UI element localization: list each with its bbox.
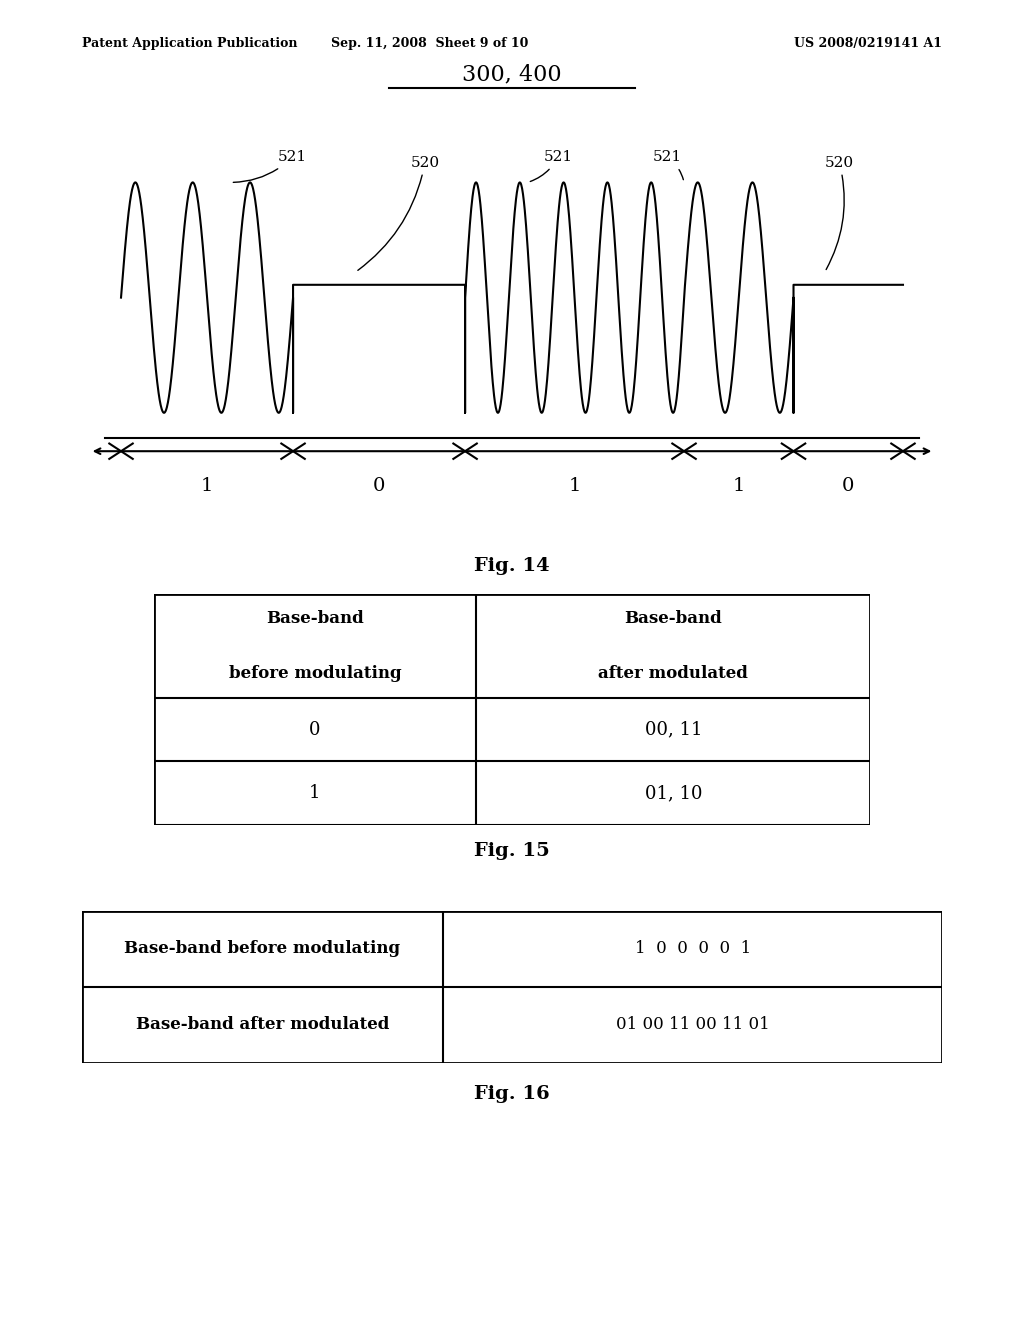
Text: Fig. 15: Fig. 15 xyxy=(474,842,550,861)
Text: 0: 0 xyxy=(373,477,385,495)
Text: 01, 10: 01, 10 xyxy=(644,784,702,803)
Text: US 2008/0219141 A1: US 2008/0219141 A1 xyxy=(794,37,942,50)
Text: Fig. 14: Fig. 14 xyxy=(474,557,550,576)
Text: Base-band before modulating: Base-band before modulating xyxy=(125,940,400,957)
Text: 1: 1 xyxy=(568,477,581,495)
Text: 300, 400: 300, 400 xyxy=(462,63,562,86)
Text: 1: 1 xyxy=(732,477,744,495)
Text: Base-band

after modulated: Base-band after modulated xyxy=(598,610,749,682)
Text: Fig. 16: Fig. 16 xyxy=(474,1085,550,1104)
Text: Sep. 11, 2008  Sheet 9 of 10: Sep. 11, 2008 Sheet 9 of 10 xyxy=(332,37,528,50)
Text: 0: 0 xyxy=(309,721,321,739)
Text: 521: 521 xyxy=(233,150,306,182)
Text: 521: 521 xyxy=(530,150,572,181)
Text: 1: 1 xyxy=(309,784,321,803)
Text: 520: 520 xyxy=(357,156,439,271)
Text: Base-band after modulated: Base-band after modulated xyxy=(136,1016,389,1034)
Text: 00, 11: 00, 11 xyxy=(644,721,702,739)
Text: 1  0  0  0  0  1: 1 0 0 0 0 1 xyxy=(635,940,751,957)
Text: 0: 0 xyxy=(842,477,854,495)
Text: Base-band

before modulating: Base-band before modulating xyxy=(228,610,401,682)
Text: 01 00 11 00 11 01: 01 00 11 00 11 01 xyxy=(615,1016,769,1034)
Text: 1: 1 xyxy=(201,477,213,495)
Text: Patent Application Publication: Patent Application Publication xyxy=(82,37,297,50)
Text: 521: 521 xyxy=(652,150,683,180)
Text: 520: 520 xyxy=(824,156,854,269)
